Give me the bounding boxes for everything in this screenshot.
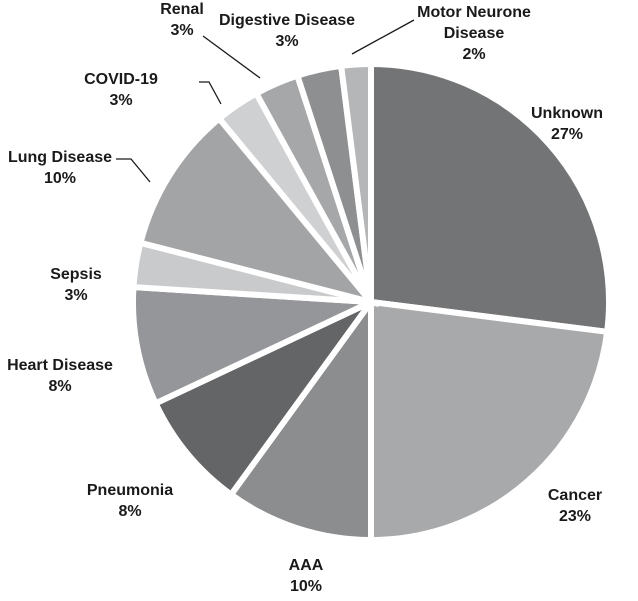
label-name: Heart Disease [7, 357, 113, 374]
label-percent: 2% [462, 46, 485, 63]
slice-pneumonia [151, 299, 374, 499]
label-name: Pneumonia [87, 482, 173, 499]
slice-labels: Unknown 27%Cancer 23%AAA 10%Pneumonia 8%Hear… [7, 1, 603, 595]
label-percent: 3% [275, 33, 298, 50]
slice-aaa [226, 292, 374, 544]
label-name: Unknown [531, 105, 603, 122]
leader-lines [116, 19, 415, 183]
label-unknown: Unknown 27% [531, 105, 603, 143]
slice-heart-disease [130, 283, 373, 408]
label-name: Motor Neurone [417, 4, 531, 21]
label-pneumonia: Pneumonia 8% [87, 482, 173, 520]
leader-line-lung-disease [116, 158, 151, 183]
slice-cancer [368, 298, 611, 544]
label-percent: 8% [48, 378, 71, 395]
label-name: Cancer [548, 487, 602, 504]
label-percent: 27% [551, 126, 583, 143]
label-heart-disease: Heart Disease 8% [7, 357, 113, 395]
leader-line-covid-19 [199, 81, 222, 105]
slice-lung-disease [136, 114, 380, 308]
label-digestive-disease: Digestive Disease 3% [219, 12, 355, 50]
leader-line-motor-neurone-disease [351, 19, 415, 55]
label-name: Disease [444, 25, 505, 42]
leader-line-renal [202, 35, 261, 79]
label-motor-neurone-disease: Motor Neurone Disease 2% [417, 4, 531, 63]
label-percent: 3% [64, 287, 87, 304]
label-percent: 8% [118, 503, 141, 520]
label-aaa: AAA 10% [289, 557, 324, 595]
label-percent: 3% [170, 22, 193, 39]
label-name: Renal [160, 1, 204, 18]
label-sepsis: Sepsis 3% [50, 266, 102, 304]
pie-slices [130, 60, 612, 544]
label-renal: Renal 3% [160, 1, 204, 39]
label-lung-disease: Lung Disease 10% [8, 149, 112, 187]
label-percent: 3% [109, 92, 132, 109]
label-covid-19: COVID-19 3% [84, 71, 158, 109]
slice-unknown [368, 60, 612, 336]
label-name: Sepsis [50, 266, 102, 283]
label-percent: 10% [290, 578, 322, 595]
label-name: Digestive Disease [219, 12, 355, 29]
label-name: COVID-19 [84, 71, 158, 88]
slice-motor-neurone-disease [337, 60, 374, 303]
label-cancer: Cancer 23% [548, 487, 602, 525]
label-percent: 10% [44, 170, 76, 187]
label-name: Lung Disease [8, 149, 112, 166]
label-percent: 23% [559, 508, 591, 525]
label-name: AAA [289, 557, 324, 574]
